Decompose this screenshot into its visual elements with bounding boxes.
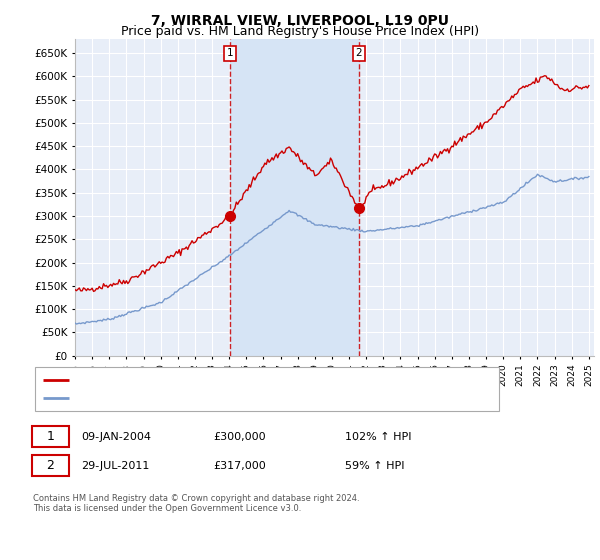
Text: Contains HM Land Registry data © Crown copyright and database right 2024.: Contains HM Land Registry data © Crown c…: [33, 494, 359, 503]
Text: 7, WIRRAL VIEW, LIVERPOOL, L19 0PU (detached house): 7, WIRRAL VIEW, LIVERPOOL, L19 0PU (deta…: [73, 375, 365, 385]
Text: 7, WIRRAL VIEW, LIVERPOOL, L19 0PU: 7, WIRRAL VIEW, LIVERPOOL, L19 0PU: [151, 14, 449, 28]
Text: HPI: Average price, detached house, Liverpool: HPI: Average price, detached house, Live…: [73, 393, 314, 403]
Text: 29-JUL-2011: 29-JUL-2011: [81, 461, 149, 471]
Text: Price paid vs. HM Land Registry's House Price Index (HPI): Price paid vs. HM Land Registry's House …: [121, 25, 479, 38]
Text: This data is licensed under the Open Government Licence v3.0.: This data is licensed under the Open Gov…: [33, 504, 301, 513]
Text: 1: 1: [226, 48, 233, 58]
Text: 2: 2: [356, 48, 362, 58]
Text: 09-JAN-2004: 09-JAN-2004: [81, 432, 151, 442]
Bar: [230, 39, 359, 356]
Text: 59% ↑ HPI: 59% ↑ HPI: [345, 461, 404, 471]
Text: 102% ↑ HPI: 102% ↑ HPI: [345, 432, 412, 442]
Text: £300,000: £300,000: [213, 432, 266, 442]
Text: £317,000: £317,000: [213, 461, 266, 471]
Text: 1: 1: [46, 430, 55, 444]
Text: 2: 2: [46, 459, 55, 473]
